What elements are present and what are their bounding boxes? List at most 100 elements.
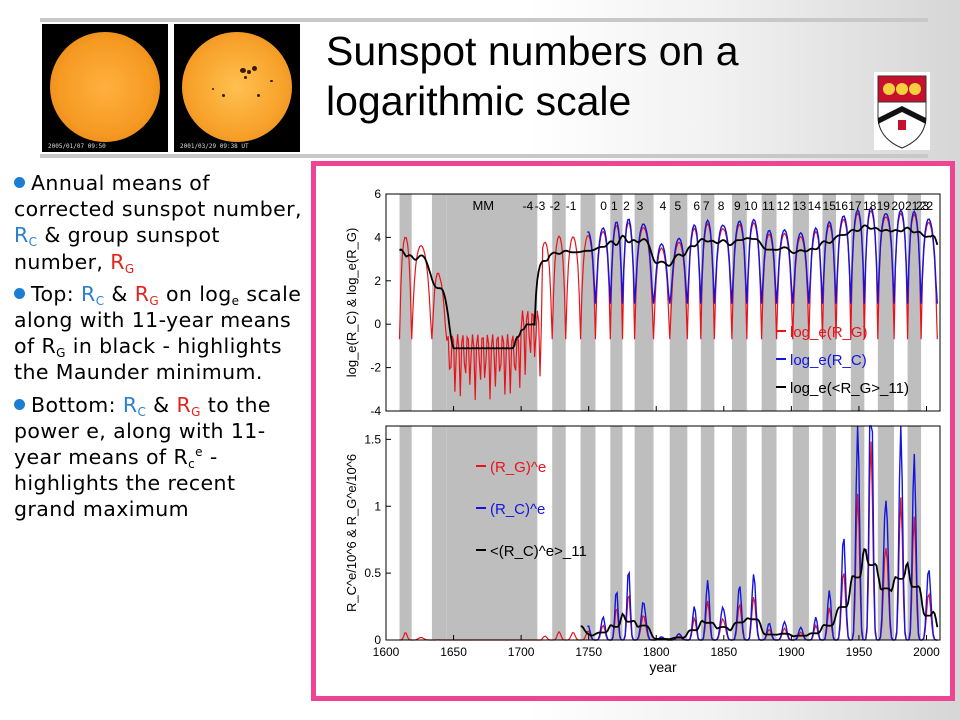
- cycle-band-bottom: [877, 426, 895, 640]
- cycle-label: 13: [793, 199, 807, 213]
- y-tick-label-bottom: 0: [374, 633, 381, 647]
- cycle-label: 8: [718, 199, 725, 213]
- legend-label-top: log_e(R_G): [790, 324, 868, 341]
- maunder-band-bottom: [446, 426, 522, 640]
- legend-label-bottom: (R_C)^e: [490, 501, 545, 518]
- cycle-band-bottom: [610, 426, 623, 640]
- cycle-label: 16: [835, 199, 849, 213]
- cycle-band-bottom: [822, 426, 836, 640]
- slide-title: Sunspot numbers on a logarithmic scale: [326, 28, 739, 124]
- cycle-band-bottom: [399, 426, 412, 640]
- y-tick-label-top: 6: [374, 187, 381, 201]
- cycle-band-bottom: [552, 426, 566, 640]
- cycle-band-top: [907, 194, 922, 411]
- y-tick-label-top: 4: [374, 230, 381, 244]
- series-log-rg-11yr: [398, 224, 939, 350]
- cycle-label: 9: [734, 199, 741, 213]
- x-tick-label: 1700: [508, 645, 535, 659]
- cycle-band-bottom: [700, 426, 715, 640]
- x-axis-label: year: [649, 659, 677, 675]
- chart-frame: -4 -2 0 2 4 6 0 0.5 1 1.5 1600 1650 1700 1750 1800 1850…: [311, 161, 955, 701]
- x-tick-label: 1900: [778, 645, 805, 659]
- cycle-band-top: [669, 194, 688, 411]
- header-rule-top: [40, 18, 928, 22]
- bullet-item: Top: RC & RG on loge scale along with 11…: [14, 281, 302, 385]
- y-tick-label-top: 2: [374, 274, 381, 288]
- cycle-label: 7: [703, 199, 710, 213]
- bullet-dot-icon: [14, 287, 25, 299]
- cycle-band-top: [518, 194, 538, 411]
- bullet-list: Annual means of corrected sunspot number…: [14, 170, 304, 529]
- cycle-label: 23: [916, 199, 930, 213]
- cycle-band-top: [700, 194, 715, 411]
- cycle-label: 17: [848, 199, 862, 213]
- cycle-label: 2: [623, 199, 630, 213]
- legend-label-bottom: <(R_C)^e>_11: [490, 543, 587, 560]
- university-crest-icon: [874, 72, 930, 150]
- cycle-band-top: [731, 194, 747, 411]
- cycle-label: 0: [600, 199, 607, 213]
- y-tick-label-bottom: 1: [374, 499, 381, 513]
- cycle-band-bottom: [731, 426, 747, 640]
- y-tick-label-top: -2: [370, 361, 381, 375]
- legend-label-top: log_e(R_C): [790, 352, 867, 369]
- cycle-label: 12: [777, 199, 791, 213]
- x-tick-label: 1850: [710, 645, 737, 659]
- cycle-band-top: [431, 194, 447, 411]
- y-tick-label-bottom: 0.5: [364, 566, 381, 580]
- cycle-label: -3: [535, 199, 546, 213]
- cycle-label: -1: [566, 199, 577, 213]
- cycle-label: 20: [891, 199, 905, 213]
- x-tick-label: 2000: [913, 645, 940, 659]
- cycle-label: 5: [675, 199, 682, 213]
- cycle-band-top: [580, 194, 596, 411]
- legend-label-top: log_e(<R_G>_11): [790, 380, 909, 397]
- x-tick-label: 1950: [846, 645, 873, 659]
- cycle-label: 6: [693, 199, 700, 213]
- sun-image-active: 2001/03/29 09:38 UT: [174, 24, 300, 152]
- cycle-band-top: [850, 194, 865, 411]
- cycle-label: 15: [823, 199, 837, 213]
- y-tick-label-top: -4: [370, 404, 381, 418]
- legend-label-bottom: (R_G)^e: [490, 459, 546, 476]
- bullet-dot-icon: [14, 398, 25, 410]
- y-axis-label-top: log_e(R_C) & log_e(R_G): [344, 228, 359, 378]
- y-tick-label-bottom: 1.5: [364, 432, 381, 446]
- x-tick-label: 1650: [440, 645, 467, 659]
- top-plot-frame: [385, 193, 941, 412]
- header-rule-bottom: [40, 154, 928, 158]
- y-axis-label-bottom: R_C^e/10^6 & R_G^e/10^6: [344, 454, 359, 612]
- cycle-label: 21: [905, 199, 919, 213]
- cycle-band-bottom: [431, 426, 447, 640]
- series-log-rc: [587, 206, 938, 304]
- cycle-band-bottom: [580, 426, 596, 640]
- cycle-band-top: [552, 194, 566, 411]
- cycle-label: 18: [863, 199, 877, 213]
- cycle-band-top: [399, 194, 412, 411]
- cycle-band-bottom: [792, 426, 809, 640]
- cycle-label: 22: [920, 199, 934, 213]
- cycle-band-top: [761, 194, 777, 411]
- x-tick-label: 1600: [373, 645, 400, 659]
- bullet-dot-icon: [14, 177, 25, 188]
- cycle-label: 14: [808, 199, 822, 213]
- sun-image-quiet: 2005/01/07 09:50: [42, 24, 168, 152]
- cycle-band-top: [610, 194, 623, 411]
- cycle-band-bottom: [850, 426, 865, 640]
- cycle-label: 3: [637, 199, 644, 213]
- y-tick-label-top: 0: [374, 317, 381, 331]
- cycle-label: -4: [523, 199, 534, 213]
- bullet-item: Annual means of corrected sunspot number…: [14, 171, 302, 276]
- cycle-label: 1: [611, 199, 618, 213]
- cycle-band-bottom: [669, 426, 688, 640]
- series-rc-pow-e-11yr: [580, 548, 939, 640]
- cycle-band-top: [792, 194, 809, 411]
- x-tick-label: 1800: [643, 645, 670, 659]
- bullet-item: Bottom: RC & RG to the power e, along wi…: [14, 392, 271, 522]
- cycle-band-bottom: [634, 426, 654, 640]
- cycle-label: 19: [877, 199, 891, 213]
- maunder-minimum-label: MM: [472, 198, 494, 213]
- cycle-label: -2: [550, 199, 561, 213]
- cycle-label: 4: [660, 199, 667, 213]
